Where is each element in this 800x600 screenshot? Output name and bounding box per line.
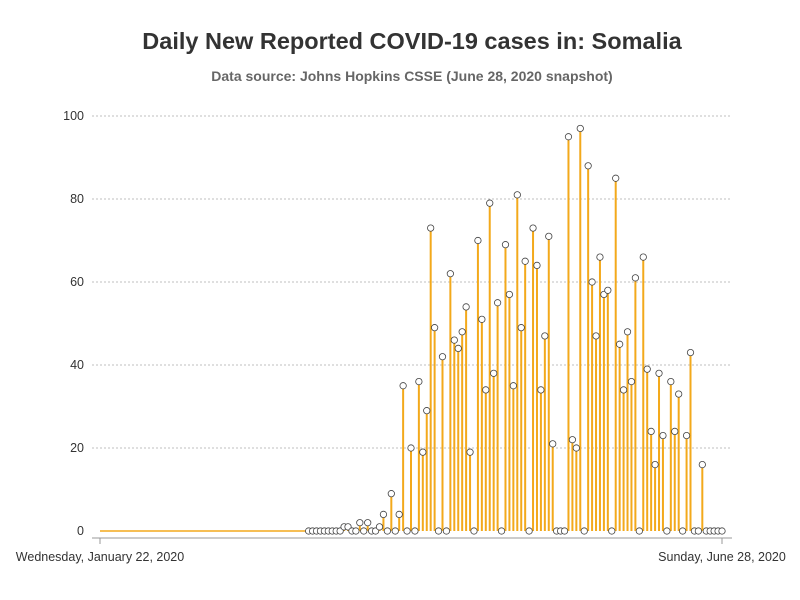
y-tick-label-40: 40 <box>70 358 84 372</box>
data-point-2020-06-17 <box>675 390 683 398</box>
data-point-2020-05-31 <box>608 527 616 535</box>
data-point-2020-04-14 <box>423 407 431 415</box>
data-point-2020-04-09 <box>403 527 411 535</box>
data-point-2020-06-19 <box>682 431 691 440</box>
data-point-2020-06-06 <box>631 274 639 282</box>
data-point-2020-03-29 <box>360 527 368 535</box>
data-point-2020-05-30 <box>604 286 612 294</box>
data-point-2020-04-24 <box>462 303 470 311</box>
data-point-2020-05-12 <box>533 261 541 269</box>
data-point-2020-04-16 <box>431 324 439 332</box>
chart-title: Daily New Reported COVID-19 cases in: So… <box>142 28 682 54</box>
data-point-2020-05-28 <box>596 253 604 261</box>
data-point-2020-06-02 <box>616 340 624 348</box>
data-point-2020-04-21 <box>450 336 458 344</box>
data-point-2020-04-02 <box>375 523 384 531</box>
y-tick-label-0: 0 <box>77 524 84 538</box>
data-point-2020-05-16 <box>549 440 557 448</box>
data-point-2020-05-09 <box>521 257 529 265</box>
data-point-2020-04-12 <box>415 377 423 386</box>
data-point-2020-03-27 <box>352 527 360 535</box>
data-point-2020-04-19 <box>442 527 451 535</box>
data-point-2020-05-27 <box>592 332 600 340</box>
data-point-2020-04-27 <box>474 236 482 245</box>
data-point-2020-04-17 <box>434 527 443 535</box>
data-point-2020-04-06 <box>391 527 399 535</box>
y-tick-label-80: 80 <box>70 192 84 206</box>
data-point-2020-04-22 <box>454 344 462 352</box>
data-point-2020-05-20 <box>564 133 573 141</box>
data-point-2020-06-13 <box>659 431 667 440</box>
data-point-2020-05-24 <box>580 527 588 535</box>
data-point-2020-06-18 <box>679 527 687 535</box>
data-point-2020-04-11 <box>411 527 419 535</box>
data-point-2020-05-19 <box>560 527 569 535</box>
data-point-2020-05-02 <box>494 299 502 307</box>
data-point-2020-04-25 <box>466 448 474 456</box>
data-point-2020-06-04 <box>623 328 632 336</box>
data-point-2020-05-21 <box>568 436 577 444</box>
markers <box>305 124 726 535</box>
data-point-2020-06-05 <box>627 377 636 386</box>
data-point-2020-06-12 <box>655 369 663 377</box>
data-point-2020-04-30 <box>486 199 494 207</box>
stems <box>100 128 704 532</box>
data-point-2020-06-14 <box>663 527 671 535</box>
data-point-2020-05-11 <box>529 224 537 232</box>
data-point-2020-05-04 <box>501 241 510 249</box>
data-point-2020-04-08 <box>399 382 407 390</box>
data-point-2020-05-06 <box>509 382 517 390</box>
data-point-2020-06-08 <box>639 253 647 261</box>
data-point-2020-06-01 <box>612 174 620 182</box>
data-point-2020-05-10 <box>525 527 533 535</box>
data-point-2020-06-20 <box>686 348 695 357</box>
data-point-2020-06-10 <box>647 427 655 435</box>
data-point-2020-04-07 <box>395 510 403 519</box>
data-point-2020-06-28 <box>718 527 726 535</box>
data-point-2020-04-23 <box>458 328 466 336</box>
data-point-2020-04-05 <box>387 490 395 498</box>
data-point-2020-06-03 <box>619 386 628 394</box>
data-point-2020-05-25 <box>584 162 592 170</box>
data-point-2020-06-07 <box>635 527 643 535</box>
data-point-2020-03-28 <box>356 519 364 527</box>
data-point-2020-05-05 <box>505 290 514 299</box>
y-tick-label-60: 60 <box>70 275 84 289</box>
data-point-2020-04-28 <box>478 315 486 323</box>
y-tick-label-20: 20 <box>70 441 84 455</box>
data-point-2020-04-10 <box>407 444 415 452</box>
data-point-2020-05-15 <box>545 232 553 240</box>
data-point-2020-04-18 <box>438 353 447 361</box>
data-point-2020-06-09 <box>643 365 651 373</box>
data-point-2020-03-30 <box>364 519 372 527</box>
data-point-2020-05-01 <box>490 369 498 377</box>
data-point-2020-04-03 <box>379 510 388 519</box>
data-point-2020-06-23 <box>698 460 706 469</box>
data-point-2020-04-13 <box>419 448 427 456</box>
data-point-2020-05-26 <box>588 278 596 286</box>
x-axis: Wednesday, January 22, 2020 Sunday, June… <box>16 537 786 564</box>
data-point-2020-05-08 <box>517 324 525 332</box>
data-point-2020-04-26 <box>470 527 478 535</box>
data-point-2020-05-22 <box>572 444 580 452</box>
data-point-2020-05-14 <box>541 332 549 340</box>
x-tick-label-end: Sunday, June 28, 2020 <box>658 550 786 564</box>
y-tick-label-100: 100 <box>63 109 84 123</box>
data-point-2020-04-29 <box>482 386 490 394</box>
data-point-2020-05-13 <box>537 386 545 394</box>
data-point-2020-04-15 <box>427 224 435 232</box>
chart-subtitle: Data source: Johns Hopkins CSSE (June 28… <box>211 68 613 84</box>
data-point-2020-06-22 <box>694 527 702 535</box>
data-point-2020-05-07 <box>513 191 521 199</box>
data-point-2020-06-15 <box>667 377 675 386</box>
data-point-2020-05-23 <box>576 124 584 133</box>
y-axis-ticks: 0 20 40 60 80 100 <box>63 109 84 538</box>
x-tick-label-start: Wednesday, January 22, 2020 <box>16 550 184 564</box>
data-point-2020-05-03 <box>497 527 506 535</box>
data-point-2020-06-16 <box>671 427 679 435</box>
data-point-2020-04-04 <box>383 527 391 535</box>
data-point-2020-04-20 <box>446 270 454 278</box>
data-point-2020-06-11 <box>651 460 659 469</box>
